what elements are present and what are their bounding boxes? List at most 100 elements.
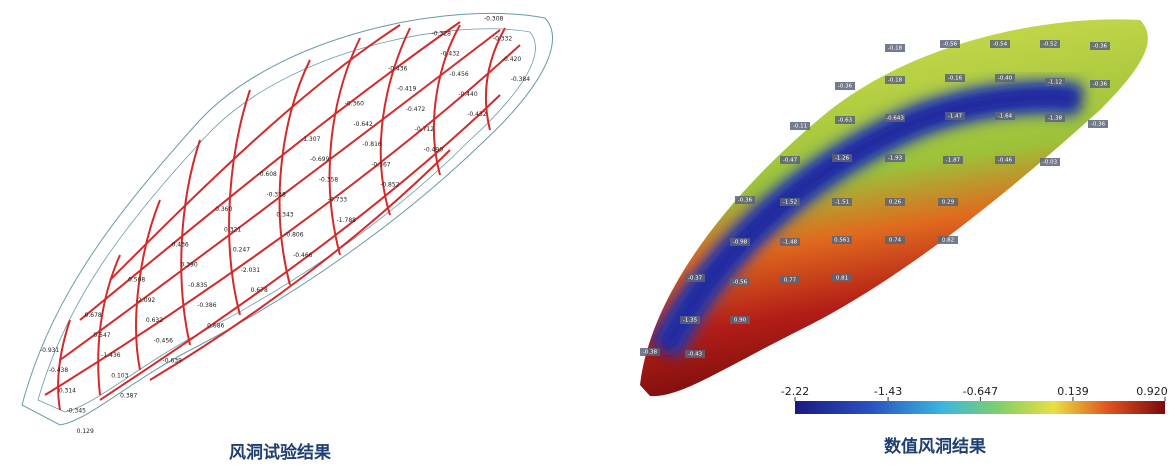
- value-label-box: [832, 154, 852, 162]
- value-label-box: [945, 74, 965, 82]
- grid-value-label: 0.390: [180, 262, 197, 269]
- grid-value-label: -1.307: [301, 136, 321, 143]
- value-label-box: [780, 238, 800, 246]
- value-label: 0.561: [834, 238, 850, 244]
- value-label-box: [885, 114, 905, 122]
- value-label-box: [885, 236, 905, 244]
- grid-value-label: -0.384: [511, 76, 531, 83]
- value-label: -0.643: [886, 116, 904, 122]
- grid-value-label: 0.678: [85, 312, 102, 319]
- value-label: -1.47: [948, 114, 963, 120]
- value-label-box: [832, 274, 852, 282]
- left-labels: -0.390 -0.308 -0.332 -0.420 -0.384 -0.328 -0.4…: [40, 0, 530, 435]
- value-label: -0.36: [1093, 82, 1108, 88]
- value-label-box: [780, 276, 800, 284]
- value-label: -0.36: [1093, 44, 1108, 50]
- value-label: -0.36: [1091, 122, 1106, 128]
- value-label: -0.43: [688, 352, 703, 358]
- value-label: -0.63: [838, 118, 853, 124]
- value-label-box: [832, 236, 852, 244]
- grid-value-label: 0.436: [172, 241, 189, 248]
- value-label-box: [945, 112, 965, 120]
- value-label-box: [790, 122, 810, 130]
- grid-value-label: -0.466: [293, 252, 313, 259]
- value-label-box: [835, 116, 855, 124]
- grid-value-label: 0.321: [224, 226, 241, 233]
- grid-value-label: -0.367: [371, 161, 391, 168]
- grid-value-label: 0.314: [59, 387, 76, 394]
- value-label-box: [835, 82, 855, 90]
- right-caption: 数值风洞结果: [884, 436, 986, 457]
- value-label: -0.98: [733, 240, 748, 246]
- grid-value-label: -0.733: [328, 197, 348, 204]
- value-label: -1.48: [783, 240, 798, 246]
- grid-value-label: 0.360: [215, 206, 232, 213]
- value-label-box: [780, 156, 800, 164]
- grid-value-label: -0.472: [406, 106, 426, 113]
- grid-value-label: -0.432: [467, 111, 487, 118]
- value-label: -0.56: [733, 280, 748, 286]
- grid-lines: [44, 21, 521, 411]
- value-label-box: [1090, 80, 1110, 88]
- value-label-box: [938, 198, 958, 206]
- value-label-box: [1040, 40, 1060, 48]
- value-label-box: [685, 350, 705, 358]
- value-label: -1.64: [998, 114, 1013, 120]
- grid-value-label: -0.358: [319, 176, 339, 183]
- value-label: -1.51: [835, 200, 849, 206]
- value-label: 0.29: [942, 200, 955, 206]
- value-label: -0.11: [793, 124, 807, 130]
- value-label: 0.82: [942, 238, 954, 244]
- value-label-box: [1040, 158, 1060, 166]
- value-label-box: [730, 316, 750, 324]
- grid-value-label: 0.103: [111, 372, 128, 379]
- grid-value-label: -0.639: [163, 358, 183, 365]
- value-label-box: [735, 196, 755, 204]
- colorbar-tick-label: -2.22: [781, 385, 809, 398]
- grid-value-label: -0.436: [388, 65, 408, 72]
- grid-value-label: -0.490: [424, 146, 444, 153]
- value-label: -0.47: [783, 158, 798, 164]
- value-label: -0.38: [643, 350, 658, 356]
- colorbar-tick-label: -0.647: [963, 385, 998, 398]
- value-label-box: [885, 154, 905, 162]
- grid-value-label: -0.699: [310, 156, 330, 163]
- grid-value-label: -0.419: [397, 86, 417, 93]
- outer-outline: [21, 12, 553, 426]
- value-label-box: [885, 198, 905, 206]
- value-label: -1.52: [783, 200, 797, 206]
- grid-value-label: -0.308: [484, 15, 504, 22]
- value-label: -1.35: [683, 318, 698, 324]
- blade-surface: [640, 19, 1148, 397]
- grid-value-label: 0.247: [233, 247, 250, 254]
- left-caption: 风洞试验结果: [229, 442, 331, 463]
- value-label-box: [995, 156, 1015, 164]
- value-label-box: [680, 316, 700, 324]
- grid-value-label: -0.608: [258, 171, 278, 178]
- right-panel: -0.18 -0.56 -0.54 -0.52 -0.36 -0.36 -0.18 -0.16…: [640, 19, 1168, 414]
- value-label: -0.36: [738, 198, 753, 204]
- grid-value-label: -2.031: [241, 267, 261, 274]
- value-label-box: [995, 112, 1015, 120]
- value-label: -1.38: [1048, 116, 1063, 122]
- grid-value-label: 0.547: [93, 332, 110, 339]
- value-label: -1.26: [835, 156, 850, 162]
- value-label-box: [780, 198, 800, 206]
- colorbar: [795, 401, 1165, 414]
- value-label: -1.12: [1048, 80, 1062, 86]
- value-label: -0.36: [838, 84, 853, 90]
- grid-value-label: -0.420: [502, 56, 522, 63]
- grid-value-label: 0.678: [251, 287, 268, 294]
- grid-value-label: -0.360: [345, 101, 365, 108]
- grid-value-label: -0.816: [362, 141, 382, 148]
- grid-value-label: -0.712: [415, 126, 435, 133]
- value-label: -0.56: [943, 42, 958, 48]
- value-label: -0.18: [888, 46, 903, 52]
- value-label: 0.74: [889, 238, 902, 244]
- grid-value-label: -0.456: [449, 71, 469, 78]
- grid-value-label: -0.931: [40, 347, 60, 354]
- grid-value-label: -1.436: [101, 352, 121, 359]
